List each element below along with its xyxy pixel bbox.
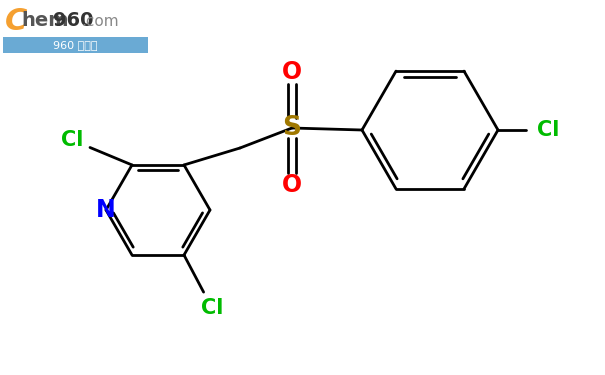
Text: Cl: Cl: [537, 120, 559, 140]
Text: S: S: [283, 115, 301, 141]
Text: 960 化工网: 960 化工网: [53, 40, 98, 50]
Text: 960: 960: [53, 12, 94, 30]
Text: hem: hem: [21, 12, 68, 30]
Text: N: N: [96, 198, 116, 222]
Text: .com: .com: [81, 13, 119, 28]
Text: O: O: [282, 60, 302, 84]
FancyBboxPatch shape: [3, 37, 148, 53]
Text: O: O: [282, 173, 302, 197]
Text: Cl: Cl: [61, 130, 83, 150]
Text: C: C: [5, 6, 27, 36]
Text: Cl: Cl: [201, 298, 223, 318]
